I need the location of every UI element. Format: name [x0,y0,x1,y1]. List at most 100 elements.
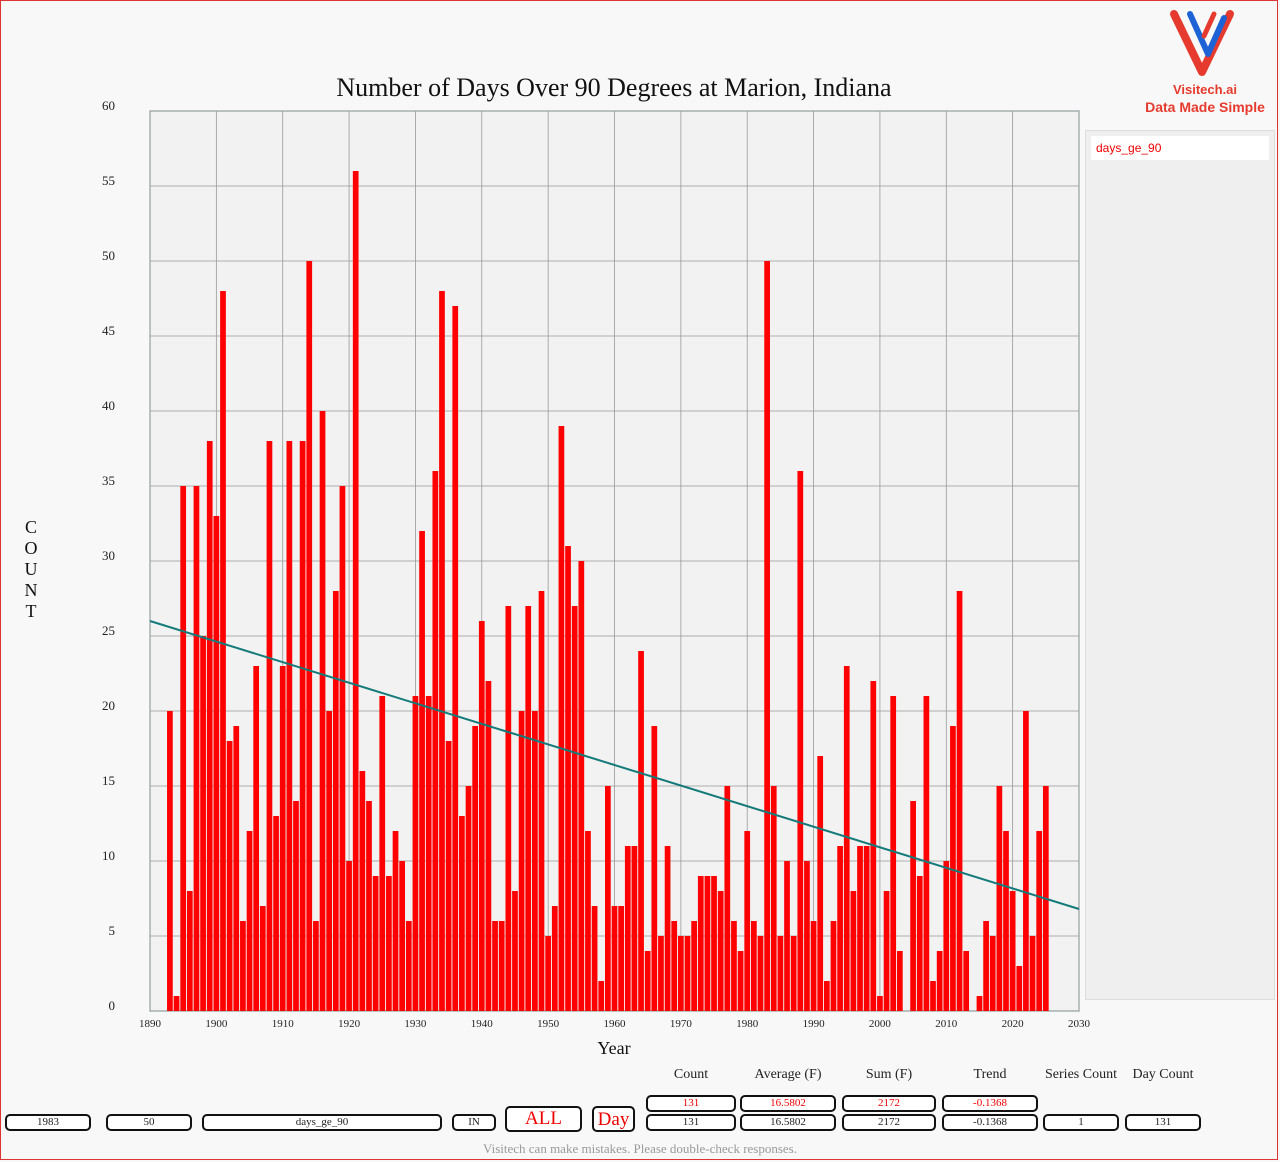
bar[interactable] [890,696,897,1011]
bar[interactable] [492,921,498,1011]
bar[interactable] [664,846,671,1011]
day-button[interactable]: Day [592,1106,635,1132]
bar[interactable] [777,936,784,1011]
bar[interactable] [757,936,764,1011]
bar[interactable] [744,831,751,1011]
bar[interactable] [472,726,479,1011]
bar[interactable] [950,726,956,1011]
bar[interactable] [233,726,240,1011]
bar[interactable] [386,876,392,1011]
bar[interactable] [412,696,419,1011]
bar[interactable] [266,441,273,1011]
bar[interactable] [843,666,850,1011]
bar[interactable] [943,861,950,1011]
bar[interactable] [213,516,220,1011]
bar[interactable] [173,996,180,1011]
bar[interactable] [671,921,678,1011]
bar[interactable] [585,831,591,1011]
bar[interactable] [432,471,439,1011]
bar[interactable] [313,921,319,1011]
bar[interactable] [618,906,624,1011]
bar[interactable] [797,471,804,1011]
bar[interactable] [704,876,711,1011]
bar[interactable] [923,696,930,1011]
bar[interactable] [332,591,339,1011]
bar[interactable] [379,696,386,1011]
bar[interactable] [850,891,857,1011]
bar[interactable] [651,726,658,1011]
bar[interactable] [1003,831,1009,1011]
bar[interactable] [983,921,989,1011]
bar[interactable] [498,921,505,1011]
bar[interactable] [505,606,512,1011]
bar[interactable] [724,786,731,1011]
bar[interactable] [485,681,492,1011]
bar[interactable] [293,801,299,1011]
bar[interactable] [525,606,532,1011]
bar[interactable] [751,921,757,1011]
bar[interactable] [764,261,770,1011]
bar[interactable] [996,786,1003,1011]
bar[interactable] [399,861,406,1011]
bar[interactable] [518,711,525,1011]
bar[interactable] [678,936,684,1011]
bar[interactable] [425,696,432,1011]
bar[interactable] [644,951,651,1011]
bar[interactable] [684,936,691,1011]
bar[interactable] [551,906,558,1011]
bar[interactable] [346,861,352,1011]
bar[interactable] [697,876,704,1011]
bar[interactable] [578,561,585,1011]
bar[interactable] [1016,966,1023,1011]
bar[interactable] [226,741,233,1011]
value-field[interactable]: 50 [106,1114,192,1131]
bar[interactable] [512,891,518,1011]
bar[interactable] [737,951,744,1011]
bar[interactable] [452,306,459,1011]
bar[interactable] [565,546,571,1011]
bar[interactable] [299,441,306,1011]
bar[interactable] [810,921,817,1011]
bar[interactable] [790,936,797,1011]
bar[interactable] [253,666,260,1011]
bar[interactable] [352,171,359,1011]
bar[interactable] [804,861,810,1011]
bar[interactable] [319,411,326,1011]
bar[interactable] [273,816,279,1011]
bar[interactable] [837,846,843,1011]
legend-item-days-ge-90[interactable]: days_ge_90 [1091,136,1269,160]
bar[interactable] [883,891,890,1011]
bar[interactable] [545,936,551,1011]
bar[interactable] [459,816,465,1011]
state-field[interactable]: IN [452,1114,496,1131]
bar[interactable] [167,711,173,1011]
series-field[interactable]: days_ge_90 [202,1114,442,1131]
bar[interactable] [658,936,664,1011]
year-field[interactable]: 1983 [5,1114,91,1131]
bar[interactable] [220,291,226,1011]
bar[interactable] [591,906,598,1011]
bar[interactable] [877,996,883,1011]
bar[interactable] [823,981,830,1011]
bar[interactable] [465,786,472,1011]
bar[interactable] [405,921,412,1011]
bar[interactable] [478,621,485,1011]
bar[interactable] [439,291,445,1011]
bar[interactable] [605,786,611,1011]
bar[interactable] [571,606,578,1011]
bar[interactable] [830,921,837,1011]
bar[interactable] [1009,891,1016,1011]
bar[interactable] [200,636,206,1011]
bar[interactable] [989,936,996,1011]
bar[interactable] [339,486,346,1011]
bar[interactable] [326,711,333,1011]
bar[interactable] [691,921,697,1011]
bar[interactable] [279,666,286,1011]
bar[interactable] [976,996,983,1011]
bar[interactable] [359,771,366,1011]
bar[interactable] [717,891,724,1011]
bar[interactable] [936,951,943,1011]
bar[interactable] [246,831,253,1011]
bar[interactable] [1036,831,1043,1011]
bar[interactable] [392,831,399,1011]
